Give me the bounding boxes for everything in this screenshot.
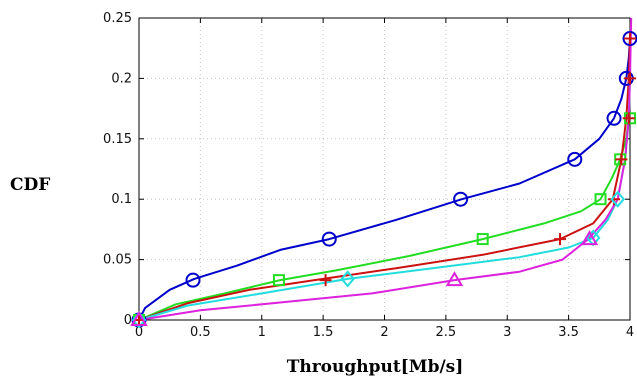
marker-plus <box>622 112 635 125</box>
x-tick-label: 0 <box>135 325 143 340</box>
marker-circle <box>321 231 337 247</box>
x-tick-label: 4 <box>626 325 634 340</box>
y-tick-label: 0.05 <box>103 253 132 268</box>
series-line-square <box>138 118 630 321</box>
marker-circle <box>567 151 583 167</box>
marker-plus <box>319 274 332 287</box>
y-tick-label: 0.1 <box>111 192 132 207</box>
marker-plus <box>554 233 567 246</box>
tick-layer: 0 0.5 1 1.5 2 2.5 3 3.5 4 0 0.05 0.1 0.15 0.2 0.25 <box>103 11 634 340</box>
marker-triangle <box>130 311 148 326</box>
marker-circle <box>453 191 469 207</box>
x-axis-label: Throughput[Mb/s] <box>287 357 464 377</box>
marker-circle <box>185 272 201 288</box>
marker-square <box>272 274 285 287</box>
marker-circle <box>606 110 622 126</box>
y-tick-label: 0 <box>124 313 132 328</box>
y-tick-label: 0.2 <box>111 71 132 86</box>
x-tick-label: 3 <box>503 325 511 340</box>
x-tick-label: 2 <box>380 325 388 340</box>
marker-triangle <box>580 230 599 246</box>
y-tick-label: 0.25 <box>103 11 132 26</box>
series-line-triangle <box>138 17 633 321</box>
marker-layer <box>130 31 637 329</box>
marker-diamond <box>610 190 626 208</box>
y-axis-label: CDF <box>10 175 50 195</box>
x-tick-label: 2.5 <box>436 325 457 340</box>
marker-plus <box>624 72 636 85</box>
x-tick-label: 1.5 <box>313 325 334 340</box>
marker-diamond <box>131 311 147 329</box>
marker-plus <box>615 153 628 166</box>
marker-triangle <box>445 271 464 287</box>
marker-diamond <box>340 270 355 288</box>
x-tick-label: 0.5 <box>190 325 211 340</box>
y-tick-label: 0.15 <box>103 132 132 147</box>
marker-square <box>476 233 489 246</box>
x-tick-label: 3.5 <box>558 325 579 340</box>
x-tick-label: 1 <box>258 325 266 340</box>
marker-square <box>594 193 607 206</box>
marker-plus <box>624 32 636 45</box>
